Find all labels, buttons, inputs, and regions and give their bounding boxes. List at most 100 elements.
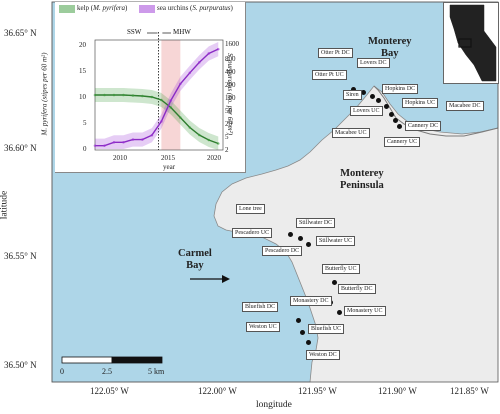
kelp-confidence-band (95, 88, 219, 150)
site-label: Butterfly DC (338, 284, 376, 294)
kelp-point (150, 95, 154, 99)
scale-bar-white (61, 356, 113, 364)
kelp-point (141, 94, 144, 98)
y-right-tick: 20 (225, 120, 232, 128)
scale-label-2: 5 km (148, 367, 165, 376)
site-label: Monastery DC (290, 296, 332, 306)
y-right-tick: 50 (225, 107, 232, 115)
site-label: Hopkins UC (402, 98, 439, 108)
site-dot (337, 310, 342, 315)
scale-bar-black (111, 356, 163, 364)
y-left-tick: 0 (83, 145, 87, 153)
y-right-tick: 1600 (225, 40, 239, 48)
kelp-point (207, 138, 211, 142)
site-label: Bluefish DC (242, 302, 279, 312)
lat-tick-0: 36.65° N (4, 28, 37, 38)
kelp-point (216, 142, 220, 145)
kelp-point (131, 94, 135, 97)
urchin-point (131, 138, 135, 141)
site-dot (300, 330, 305, 335)
x-tick: 2015 (161, 154, 175, 162)
urchin-point (188, 71, 192, 75)
lon-tick-1: 122.00° W (198, 386, 237, 396)
y-left-tick: 20 (79, 41, 86, 49)
site-dot (288, 232, 293, 237)
y-right-tick: 100 (225, 94, 236, 102)
x-tick: 2010 (113, 154, 127, 162)
site-dot (306, 340, 311, 345)
kelp-point (122, 93, 125, 97)
site-label: Hopkins DC (382, 84, 419, 94)
site-label: Cannery DC (405, 121, 442, 131)
site-dot (389, 112, 394, 117)
lon-tick-4: 121.85° W (450, 386, 489, 396)
inset-plot-svg (93, 32, 224, 151)
site-label: Lovers DC (357, 58, 390, 68)
site-dot (376, 98, 381, 103)
legend-urchin: sea urchins (S. purpuratus) (157, 4, 233, 12)
site-label: Macabee UC (332, 128, 370, 138)
kelp-point (93, 93, 97, 97)
y-right-tick: 800 (225, 55, 236, 63)
urchin-point (216, 47, 220, 51)
site-dot (306, 242, 311, 247)
lon-tick-3: 121.90° W (378, 386, 417, 396)
kelp-point (197, 133, 201, 137)
kelp-point (112, 93, 116, 97)
urchin-point (169, 99, 173, 102)
urchin-series-line (95, 48, 219, 147)
urchin-point (93, 144, 97, 147)
urchin-point (103, 144, 106, 147)
y-left-tick: 10 (79, 93, 86, 101)
y-left-tick: 5 (83, 119, 87, 127)
locator-box (458, 38, 472, 48)
site-label: Stillwater DC (296, 218, 336, 228)
locator-inset (443, 2, 499, 84)
site-label: Butterfly UC (322, 264, 360, 274)
mhw-shade (161, 40, 181, 150)
site-dot (393, 118, 398, 123)
urchin-point (112, 140, 116, 144)
urchin-point (141, 138, 144, 141)
y-left-tick: 15 (79, 67, 86, 75)
lat-tick-1: 36.60° N (4, 143, 37, 153)
lon-tick-2: 121.95° W (298, 386, 337, 396)
legend-urchin-swatch (139, 5, 155, 13)
site-label: Pescadero UC (232, 228, 273, 238)
site-label: Siren (343, 90, 362, 100)
site-dot (361, 90, 366, 95)
site-label: Macabee DC (446, 101, 484, 111)
kelp-point (103, 93, 106, 97)
site-label: Stillwater UC (316, 236, 356, 246)
site-dot (332, 280, 337, 285)
x-axis-title: longitude (256, 400, 292, 410)
monterey-peninsula-label: Monterey Peninsula (340, 168, 384, 191)
urchin-point (122, 140, 125, 144)
kelp-point (188, 126, 192, 129)
mhw-annotation: MHW (173, 28, 191, 36)
site-label: Lone tree (236, 204, 265, 214)
kelp-point (179, 116, 182, 119)
ssw-annotation: SSW (127, 28, 142, 36)
kelp-point (160, 98, 163, 102)
site-label: Lovers UC (350, 106, 383, 116)
scale-label-0: 0 (60, 367, 64, 376)
site-label: Pescadero DC (262, 246, 303, 256)
lat-tick-2: 36.55° N (4, 251, 37, 261)
site-label: Bluefish UC (308, 324, 345, 334)
legend-kelp-swatch (59, 5, 75, 13)
x-axis-title-plot: year (163, 163, 176, 171)
scale-label-1: 2.5 (102, 367, 112, 376)
lon-tick-0: 122.05° W (90, 386, 129, 396)
carmel-bay-label: Carmel Bay (178, 248, 212, 271)
site-label: Otter Pt DC (318, 48, 353, 58)
urchin-point (179, 82, 182, 86)
y-left-title: M. pyrifera (stipes per 60 m²) (40, 52, 49, 136)
site-label: Weston DC (306, 350, 340, 360)
site-dot (351, 87, 356, 92)
y-right-tick: 400 (225, 68, 236, 76)
y-right-tick: 5 (225, 133, 229, 141)
kelp-point (169, 106, 173, 109)
site-label: Otter Pt UC (312, 70, 347, 80)
